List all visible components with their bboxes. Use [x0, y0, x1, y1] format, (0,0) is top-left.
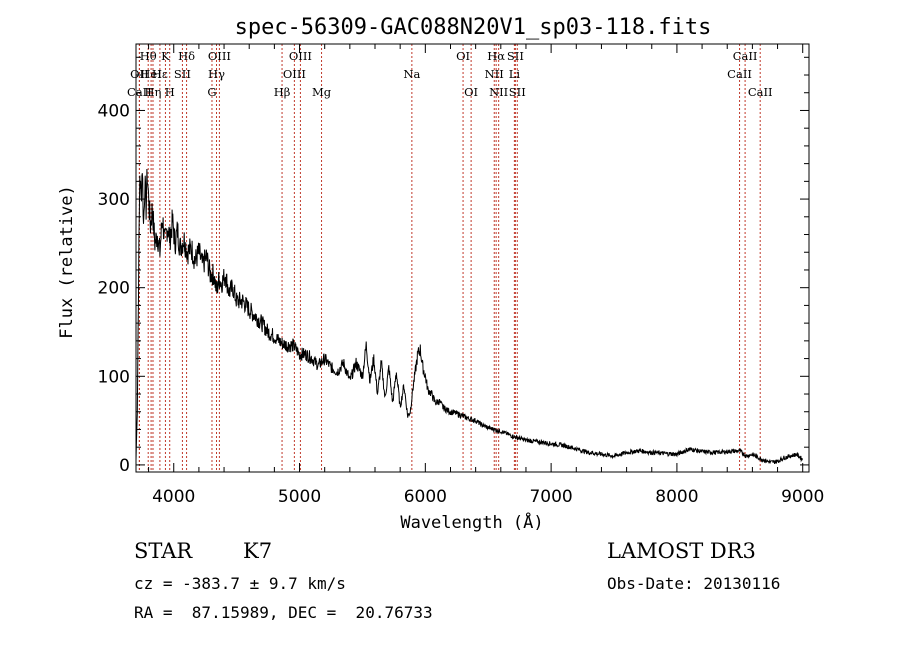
y-tick-label: 200	[98, 279, 130, 299]
x-tick-label: 7000	[529, 487, 572, 507]
y-axis-ticks: 0 100 200 300 400	[98, 56, 809, 476]
spectral-line-label: OIII	[208, 49, 231, 63]
spectral-line-label: H	[165, 85, 175, 99]
spectral-line-label: NII	[489, 85, 508, 99]
spectral-line-label: OIII	[289, 49, 312, 63]
spectrum-series-line	[135, 168, 803, 465]
spectral-line-label: CaII	[127, 85, 152, 99]
x-tick-label: 8000	[655, 487, 698, 507]
spectral-line-label: K	[161, 49, 170, 63]
spectral-line-label: CaII	[733, 49, 758, 63]
object-subclass: K7	[243, 539, 273, 563]
spectral-line-label: CaII	[748, 85, 773, 99]
spectral-line-markers	[138, 44, 761, 472]
y-axis-label: Flux (relative)	[57, 185, 77, 339]
spectral-line-label: OII	[130, 67, 149, 81]
series-layer	[135, 168, 803, 465]
y-tick-label: 300	[98, 190, 130, 210]
y-tick-label: 0	[119, 456, 130, 476]
spectral-line-label: Hγ	[208, 67, 225, 81]
x-tick-label: 4000	[152, 487, 195, 507]
spectral-line-label: Hε	[152, 67, 168, 81]
spectral-line-label: HeI	[140, 67, 161, 81]
x-axis-ticks: 4000 5000 6000 7000 8000 9000	[148, 44, 824, 507]
spectral-line-label: Na	[403, 67, 420, 81]
x-tick-label: 6000	[404, 487, 447, 507]
x-axis-label: Wavelength (Å)	[400, 511, 543, 533]
spectral-line-label: OI	[464, 85, 478, 99]
y-tick-label: 400	[98, 101, 130, 121]
survey-name: LAMOST DR3	[607, 539, 756, 563]
spectral-line-label: Hη	[145, 85, 162, 99]
x-tick-label: 5000	[278, 487, 321, 507]
spectral-line-label: Mg	[312, 85, 332, 99]
spectral-line-label: Hβ	[274, 85, 291, 99]
spectral-line-label: G	[207, 85, 216, 99]
object-class: STAR	[134, 539, 193, 563]
y-tick-label: 100	[98, 367, 130, 387]
chart-title: spec-56309-GAC088N20V1_sp03-118.fits	[235, 15, 712, 40]
spectral-line-label: Li	[509, 67, 521, 81]
spectral-line-label: SII	[507, 49, 524, 63]
spectral-line-label: SII	[509, 85, 526, 99]
spectral-line-label: Hα	[487, 49, 505, 63]
plot-frame	[135, 43, 810, 473]
spectral-line-label: Hθ	[140, 49, 157, 63]
spectral-line-label: SII	[174, 67, 191, 81]
spectral-line-labels: Hθ OII CaII HeI Hη Hε K SII H Hδ OIII Hγ G Hβ OIII OIII…	[127, 49, 773, 99]
x-tick-label: 9000	[781, 487, 824, 507]
spectral-line-label: CaII	[727, 67, 752, 81]
observation-date: Obs-Date: 20130116	[607, 574, 781, 593]
spectral-line-label: OIII	[283, 67, 306, 81]
coordinates-readout: RA = 87.15989, DEC = 20.76733	[134, 603, 433, 622]
spectral-line-label: NII	[485, 67, 504, 81]
redshift-readout: cz = -383.7 ± 9.7 km/s	[134, 574, 346, 593]
spectral-line-label: OI	[456, 49, 470, 63]
spectral-line-label: Hδ	[178, 49, 195, 63]
